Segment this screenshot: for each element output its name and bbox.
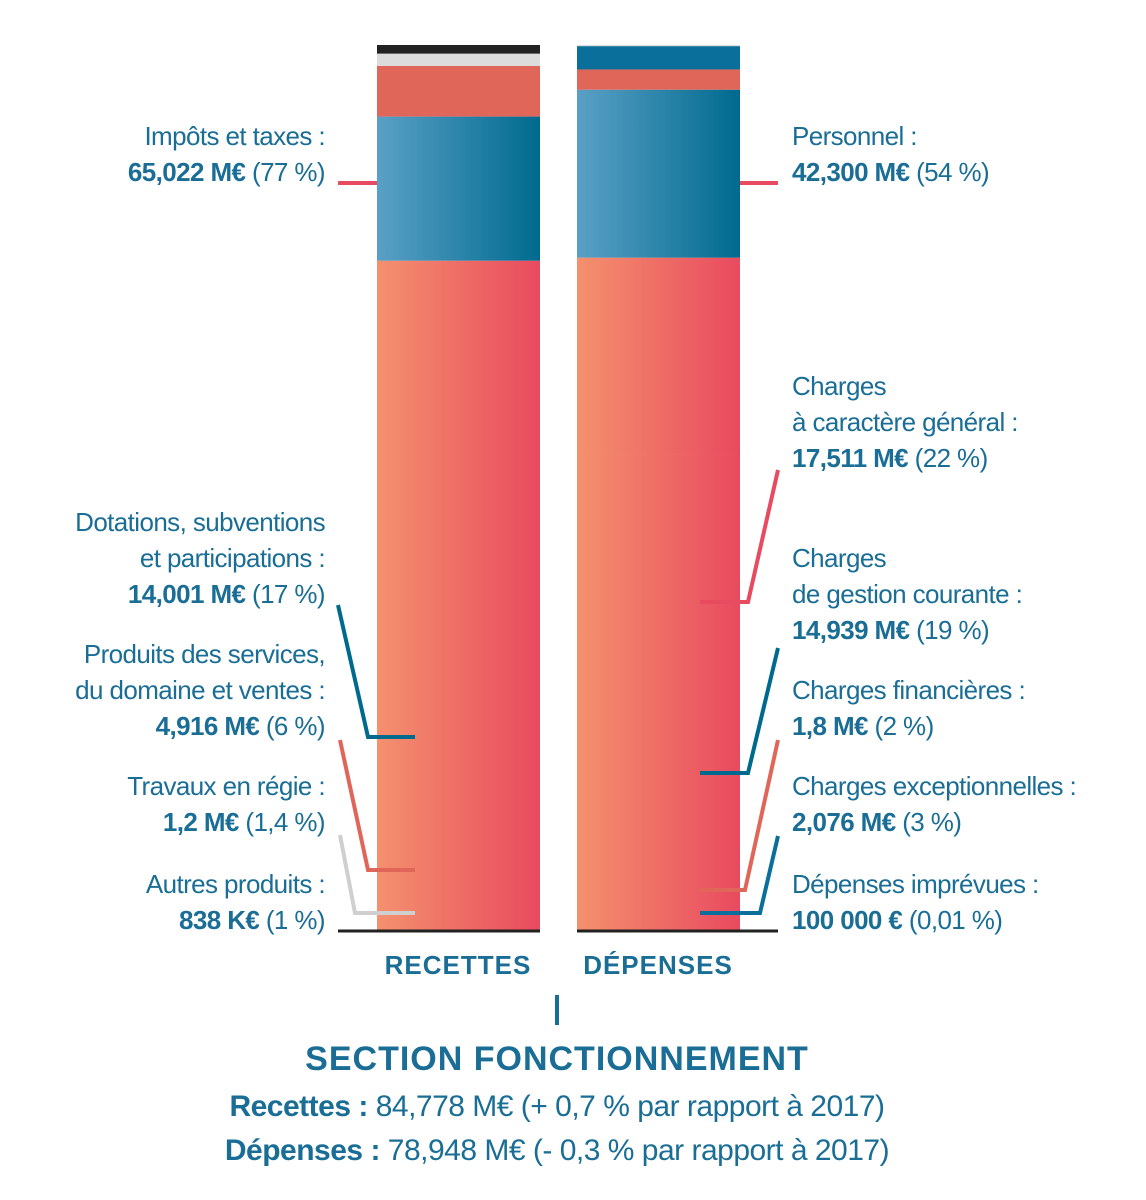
leader-line <box>700 647 780 775</box>
divider <box>555 995 559 1025</box>
segment-percent: (1,4 %) <box>245 807 325 837</box>
segment-label: Produits des services, du domaine et ven… <box>0 636 325 744</box>
leader-line <box>338 739 415 872</box>
segment-percent: (19 %) <box>916 615 990 645</box>
segment-percent: (77 %) <box>252 157 326 187</box>
segment-name: Charges à caractère général : <box>792 371 1018 437</box>
footer-text: 84,778 M€ (+ 0,7 % par rapport à 2017) <box>375 1090 885 1123</box>
leader-line <box>700 739 780 892</box>
bar-segment <box>377 45 540 54</box>
segment-label: Dépenses imprévues : 100 000 € (0,01 %) <box>792 866 1132 938</box>
bar-segment <box>377 260 540 931</box>
segment-percent: (54 %) <box>916 157 990 187</box>
segment-percent: (3 %) <box>902 807 962 837</box>
segment-percent: (17 %) <box>252 579 326 609</box>
segment-percent: (1 %) <box>265 905 326 935</box>
segment-name: Dotations, subventions et participations… <box>75 507 325 573</box>
segment-label: Personnel : 42,300 M€ (54 %) <box>792 118 1132 190</box>
segment-amount: 14,939 M€ <box>792 615 910 645</box>
bar-segment <box>377 116 540 261</box>
segment-amount: 1,2 M€ <box>162 807 239 837</box>
segment-name: Charges financières : <box>792 675 1026 705</box>
leader-line <box>700 835 780 915</box>
segment-label: Dotations, subventions et participations… <box>0 504 325 612</box>
segment-amount: 14,001 M€ <box>127 579 246 609</box>
footer-text: 78,948 M€ (- 0,3 % par rapport à 2017) <box>387 1134 890 1167</box>
segment-amount: 838 K€ <box>179 905 260 935</box>
segment-percent: (22 %) <box>914 443 989 473</box>
segment-name: Personnel : <box>792 121 918 151</box>
segment-amount: 17,511 M€ <box>792 443 909 473</box>
segment-label: Charges de gestion courante : 14,939 M€ (… <box>792 540 1132 648</box>
leader-line <box>336 604 415 739</box>
bar-segment <box>577 45 740 47</box>
bar-segment <box>577 257 740 455</box>
segment-name: Produits des services, du domaine et ven… <box>75 639 325 705</box>
segment-label: Charges à caractère général : 17,511 M€ (… <box>792 368 1132 476</box>
segment-label: Charges financières : 1,8 M€ (2 %) <box>792 672 1132 744</box>
footer-title: SECTION FONCTIONNEMENT <box>305 1040 809 1078</box>
segment-amount: 42,300 M€ <box>792 157 910 187</box>
footer-line: Dépenses : 78,948 M€ (- 0,3 % par rappor… <box>0 1134 1114 1168</box>
bar-segment <box>577 69 740 90</box>
segment-amount: 100 000 € <box>792 905 903 935</box>
segment-name: Autres produits : <box>145 869 326 899</box>
segment-label: Impôts et taxes : 65,022 M€ (77 %) <box>0 118 326 190</box>
bar-segment <box>577 454 740 930</box>
bar-segment <box>377 53 540 66</box>
segment-percent: (0,01 %) <box>908 905 1003 935</box>
bar-title: DÉPENSES <box>583 950 733 980</box>
footer-label: Dépenses : <box>224 1134 381 1167</box>
footer-line: Recettes : 84,778 M€ (+ 0,7 % par rappor… <box>0 1090 1114 1124</box>
segment-name: Impôts et taxes : <box>144 121 325 151</box>
bar-segment <box>577 46 740 70</box>
segment-name: Travaux en régie : <box>127 771 325 801</box>
leader-line <box>700 469 780 604</box>
bar-segment <box>577 89 740 258</box>
bar-title: RECETTES <box>384 950 532 980</box>
segment-amount: 4,916 M€ <box>155 711 260 741</box>
leader-line <box>338 834 415 915</box>
segment-amount: 2,076 M€ <box>792 807 896 837</box>
segment-percent: (2 %) <box>874 711 935 741</box>
segment-label: Autres produits : 838 K€ (1 %) <box>0 866 326 938</box>
segment-label: Travaux en régie : 1,2 M€ (1,4 %) <box>0 768 325 840</box>
footer-label: Recettes : <box>229 1090 368 1123</box>
segment-name: Charges exceptionnelles : <box>792 771 1077 801</box>
segment-label: Charges exceptionnelles : 2,076 M€ (3 %) <box>792 768 1132 840</box>
bar-segment <box>377 65 540 117</box>
segment-amount: 1,8 M€ <box>792 711 868 741</box>
segment-name: Charges de gestion courante : <box>792 543 1023 609</box>
segment-name: Dépenses imprévues : <box>792 869 1039 899</box>
segment-amount: 65,022 M€ <box>127 157 246 187</box>
segment-percent: (6 %) <box>265 711 326 741</box>
